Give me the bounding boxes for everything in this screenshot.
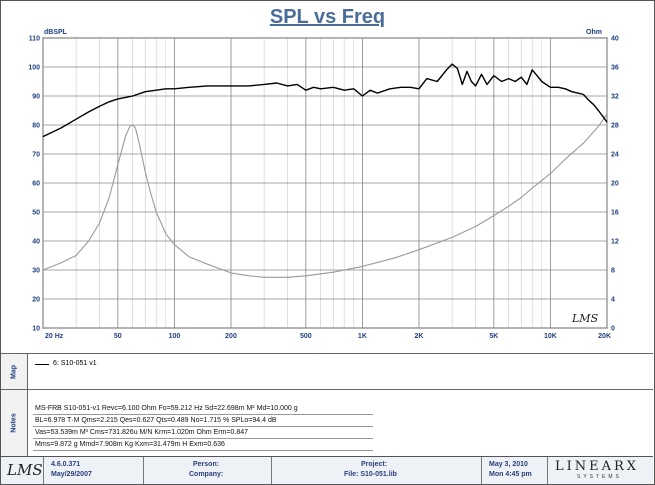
map-tab-label: Map [10,364,18,379]
note-line-1: MS-FRB S10-051-v1 Revc=6.100 Ohm Fo=59.2… [35,405,298,412]
y-left-tick-label: 10 [32,326,40,333]
map-panel: 6: S10-051 v1 [27,353,653,389]
y-left-tick-label: 80 [32,123,40,130]
footer-version-cell: 4.6.0.371 May/29/2007 [43,457,144,484]
company-label: Company: [189,471,224,478]
y-right-tick-label: 12 [611,239,619,246]
person-label: Person: [193,461,220,468]
footer-project-cell: Project: File: S10-051.lib [271,457,482,484]
footer-brand-cell: LINEARX SYSTEMS [547,457,652,484]
grid-major [42,37,608,329]
y-right-tick-label: 28 [611,123,619,130]
time-text: Mon 4:45 pm [489,471,532,478]
y-left-tick-label: 90 [32,94,40,101]
x-tick-label: 20K [598,333,611,340]
y-left-tick-label: 20 [32,297,40,304]
ticks-layer: 10 20 30 40 50 60 70 80 90 100 110 0 4 8 12 16 20 24 28 32 3… [28,36,619,341]
y-right-tick-label: 32 [611,94,619,101]
note-rule [33,414,373,415]
y-left-unit: dBSPL [44,29,68,36]
chart-title: SPL vs Freq [269,6,386,28]
file-label: File: S10-051.lib [344,471,397,478]
y-right-tick-label: 20 [611,181,619,188]
note-line-2: BL=6.978 T·M Qms=2.215 Qes=0.627 Qts=0.4… [35,417,277,424]
note-rule [33,426,373,427]
y-left-tick-label: 50 [32,210,40,217]
y-left-tick-label: 100 [28,65,40,72]
version-text: 4.6.0.371 [51,461,81,468]
x-tick-label: 50 [114,333,122,340]
y-left-tick-label: 40 [32,239,40,246]
notes-panel: MS-FRB S10-051-v1 Revc=6.100 Ohm Fo=59.2… [27,389,653,455]
x-tick-label: 20 Hz [45,333,64,340]
footer-bar: LMS 4.6.0.371 May/29/2007 Person: Compan… [1,456,653,484]
footer-logo-cell: LMS [1,457,44,484]
lms-logo: LMS [7,461,43,479]
y-right-tick-label: 0 [611,326,615,333]
x-tick-label: 5K [489,333,498,340]
x-tick-label: 200 [225,333,237,340]
brand-subtitle: SYSTEMS [577,474,622,480]
legend-line-swatch [35,364,49,365]
note-rule [33,438,373,439]
note-line-4: Mms=9.872 g Mmd=7.908m Kg Kxm=31.479m H … [35,441,225,448]
y-left-tick-label: 30 [32,268,40,275]
footer-date-cell: May 3, 2010 Mon 4:45 pm [481,457,548,484]
y-right-unit: Ohm [586,29,602,36]
legend-entry[interactable]: 6: S10-051 v1 [53,360,97,367]
x-tick-label: 500 [300,333,312,340]
x-tick-label: 1K [358,333,367,340]
x-tick-label: 2K [415,333,424,340]
spl-series-line [42,63,608,138]
y-right-tick-label: 36 [611,65,619,72]
brand-logo: LINEARX [555,459,640,474]
date-text: May 3, 2010 [489,461,528,468]
y-right-tick-label: 40 [611,36,619,43]
spl-chart: 10 20 30 40 50 60 70 80 90 100 110 0 4 8 12 16 20 24 28 32 3… [28,29,619,341]
watermark: LMS [571,312,599,325]
notes-tab[interactable]: Notes [1,389,28,456]
y-left-tick-label: 60 [32,181,40,188]
y-left-tick-label: 110 [29,36,40,43]
impedance-series-line [42,113,608,278]
x-tick-label: 100 [169,333,181,340]
project-label: Project: [361,461,388,468]
map-tab[interactable]: Map [1,353,28,389]
x-tick-label: 10K [544,333,557,340]
footer-person-cell: Person: Company: [143,457,272,484]
note-rule [33,450,373,451]
series-layer [42,63,608,278]
notes-tab-label: Notes [10,413,18,433]
y-right-tick-label: 16 [611,210,619,217]
version-date: May/29/2007 [51,471,92,478]
y-right-tick-label: 8 [611,268,615,275]
y-left-tick-label: 70 [32,152,40,159]
y-right-tick-label: 24 [611,152,619,159]
y-right-tick-label: 4 [611,297,615,304]
note-line-3: Vas=53.539m M³ Cms=731.826u M/N Krm=1.02… [35,429,249,436]
